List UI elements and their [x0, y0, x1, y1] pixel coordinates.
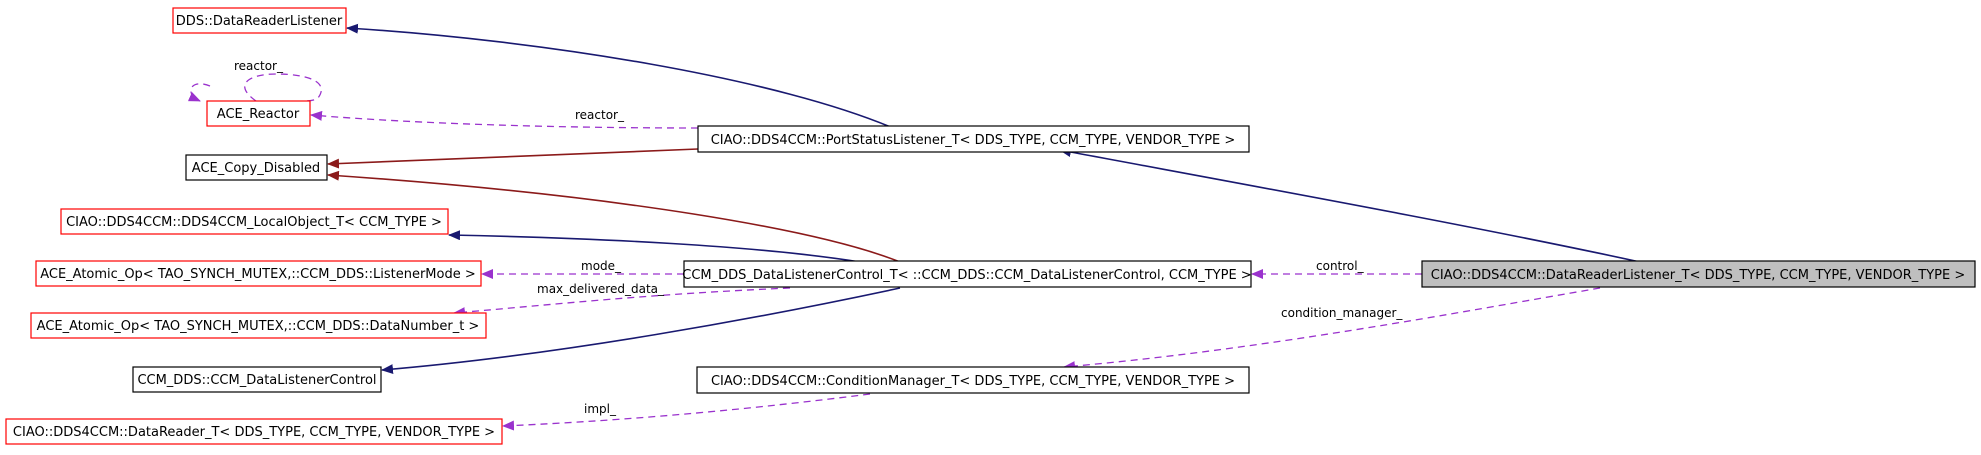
node-label: CCM_DDS_DataListenerControl_T< ::CCM_DDS…: [682, 268, 1251, 283]
edge-reactor-self-loop: [244, 73, 322, 102]
edge-label-impl: impl_: [584, 402, 617, 416]
node-data-listener-control-t[interactable]: CCM_DDS_DataListenerControl_T< ::CCM_DDS…: [682, 260, 1252, 288]
node-label: CIAO::DDS4CCM::DDS4CCM_LocalObject_T< CC…: [66, 215, 442, 230]
edge-label-condition-manager: condition_manager_: [1281, 306, 1403, 320]
node-label: CIAO::DDS4CCM::DataReader_T< DDS_TYPE, C…: [13, 425, 495, 440]
edge-listener-control-to-ccm-control: [381, 287, 901, 375]
edge-label-reactor-self: reactor_: [234, 59, 284, 73]
edge-listener-control-to-local-object: [448, 230, 861, 263]
node-local-object[interactable]: CIAO::DDS4CCM::DDS4CCM_LocalObject_T< CC…: [60, 208, 449, 235]
edge-port-status-to-copy-disabled: [327, 148, 699, 169]
node-label: ACE_Atomic_Op< TAO_SYNCH_MUTEX,::CCM_DDS…: [37, 319, 480, 334]
node-label: ACE_Copy_Disabled: [192, 161, 320, 176]
node-label: CIAO::DDS4CCM::PortStatusListener_T< DDS…: [711, 133, 1236, 148]
edge-reader-listener-to-port-status: [1059, 147, 1641, 263]
edge-label-control: control_: [1316, 259, 1365, 273]
node-label: DDS::DataReaderListener: [176, 14, 343, 29]
node-port-status-listener[interactable]: CIAO::DDS4CCM::PortStatusListener_T< DDS…: [697, 125, 1250, 153]
edge-listener-control-to-copy-disabled: [327, 170, 901, 263]
node-atomic-listener-mode[interactable]: ACE_Atomic_Op< TAO_SYNCH_MUTEX,::CCM_DDS…: [35, 260, 482, 287]
node-label: ACE_Reactor: [217, 107, 300, 122]
node-label: CCM_DDS::CCM_DataListenerControl: [137, 373, 376, 388]
node-label: ACE_Atomic_Op< TAO_SYNCH_MUTEX,::CCM_DDS…: [40, 267, 476, 282]
node-ccm-data-listener-control[interactable]: CCM_DDS::CCM_DataListenerControl: [132, 366, 382, 393]
node-ace-reactor[interactable]: ACE_Reactor: [206, 100, 311, 127]
node-atomic-data-number[interactable]: ACE_Atomic_Op< TAO_SYNCH_MUTEX,::CCM_DDS…: [30, 312, 487, 339]
edge-label-mode: mode_: [581, 259, 622, 273]
node-dds-datareaderlistener[interactable]: DDS::DataReaderListener: [172, 7, 347, 34]
edge-label-reactor: reactor_: [575, 108, 625, 122]
edge-port-status-to-reactor: [310, 110, 699, 129]
node-label: CIAO::DDS4CCM::DataReaderListener_T< DDS…: [1431, 268, 1965, 283]
node-condition-manager-t[interactable]: CIAO::DDS4CCM::ConditionManager_T< DDS_T…: [696, 366, 1250, 394]
edge-label-max-delivered-data: max_delivered_data_: [537, 282, 665, 296]
node-data-reader-listener-t[interactable]: CIAO::DDS4CCM::DataReaderListener_T< DDS…: [1421, 260, 1976, 288]
edge-condition-manager-to-data-reader: [502, 393, 871, 431]
edge-reactor-self-loop-end: [187, 83, 211, 102]
node-data-reader-t[interactable]: CIAO::DDS4CCM::DataReader_T< DDS_TYPE, C…: [5, 418, 503, 445]
edge-listener-control-to-data-number: [453, 287, 791, 318]
edge-reader-listener-to-condition-manager: [1063, 287, 1601, 372]
node-label: CIAO::DDS4CCM::ConditionManager_T< DDS_T…: [711, 374, 1235, 389]
node-ace-copy-disabled[interactable]: ACE_Copy_Disabled: [185, 154, 328, 181]
edge-port-status-to-dds-listener: [346, 23, 901, 132]
